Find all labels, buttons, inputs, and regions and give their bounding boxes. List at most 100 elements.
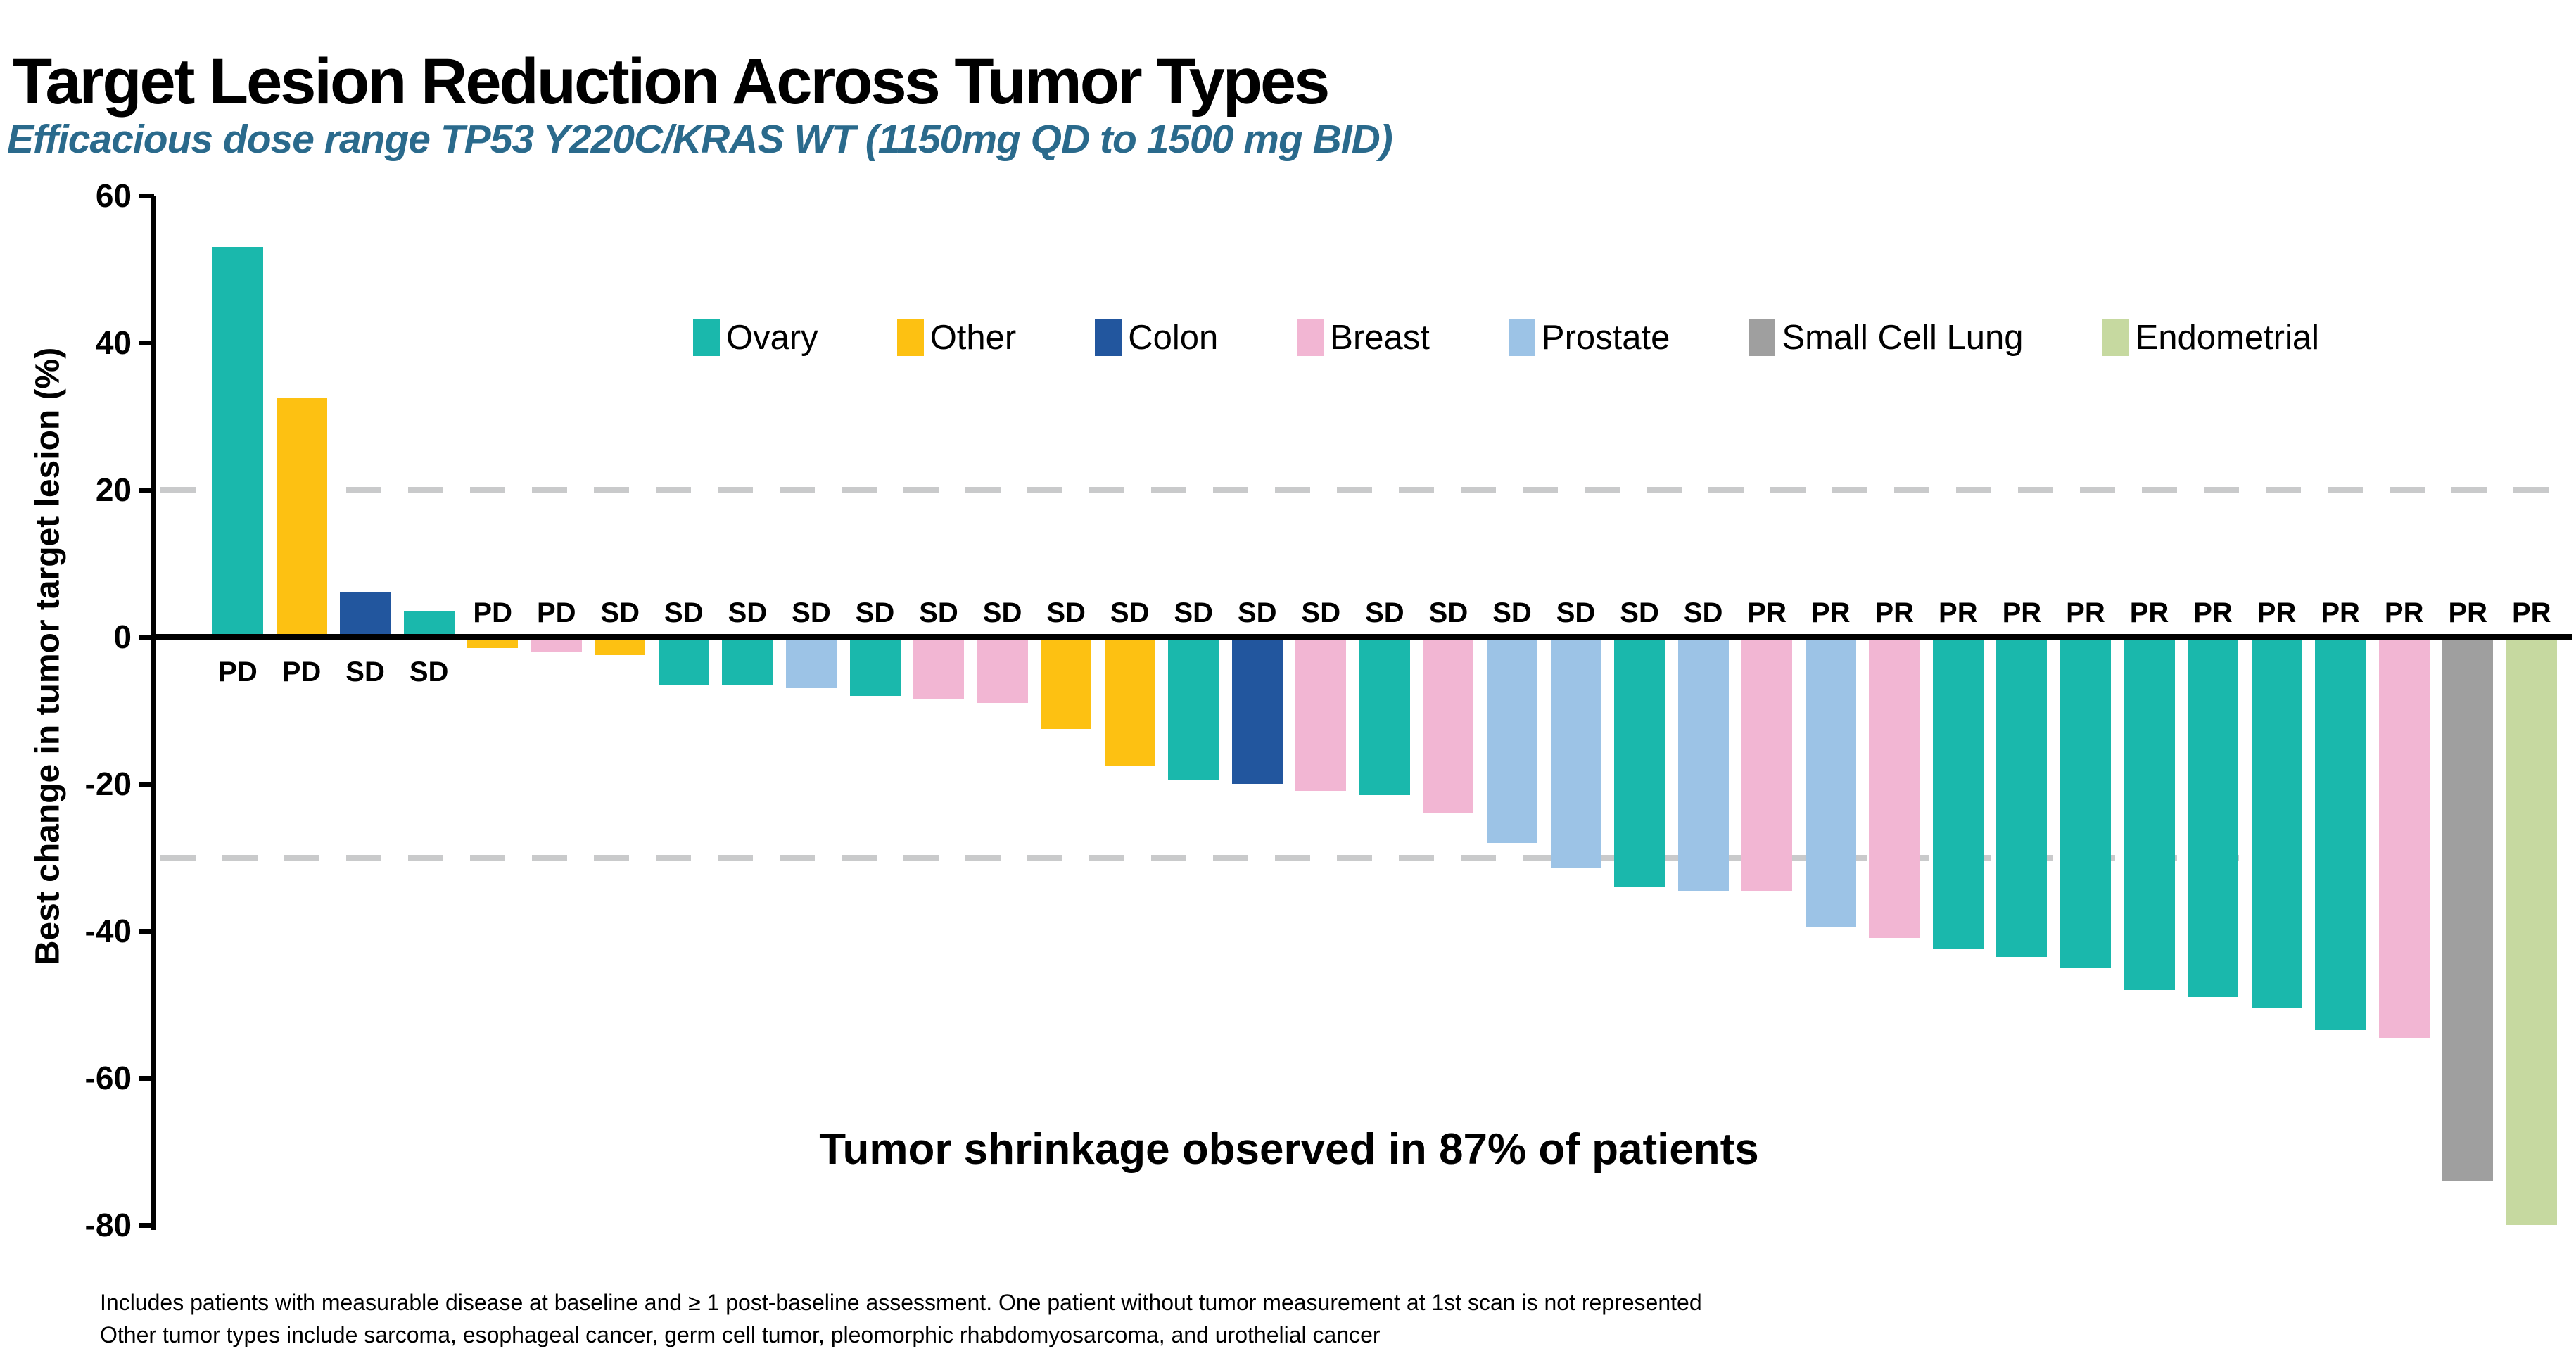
- y-tick-mark: [139, 1223, 154, 1228]
- bar-prostate: [1487, 637, 1537, 843]
- bar-prostate: [785, 637, 837, 689]
- response-label: SD: [1365, 597, 1404, 628]
- bar-endometrial: [2506, 637, 2557, 1225]
- response-label: PR: [2512, 597, 2551, 628]
- y-tick-label: 20: [95, 471, 132, 508]
- page-title: Target Lesion Reduction Across Tumor Typ…: [13, 45, 1330, 118]
- bar-ovary: [2188, 637, 2239, 998]
- response-label: SD: [1174, 597, 1214, 628]
- response-label: PD: [536, 597, 576, 628]
- legend-swatch: [1749, 319, 1776, 356]
- response-label: PR: [1810, 597, 1851, 628]
- footnote-line-1: Includes patients with measurable diseas…: [100, 1290, 1702, 1315]
- y-tick-label: 0: [113, 619, 132, 655]
- response-label: PR: [2066, 597, 2105, 628]
- response-label: SD: [982, 597, 1022, 628]
- response-label: SD: [1683, 597, 1723, 628]
- y-tick-mark: [139, 635, 154, 640]
- legend-label: Colon: [1128, 319, 1219, 357]
- legend-item-breast: Breast: [1297, 318, 1430, 357]
- legend-item-colon: Colon: [1095, 318, 1218, 357]
- y-tick-mark: [139, 929, 154, 934]
- legend-swatch: [2102, 319, 2129, 356]
- legend-item-endometrial: Endometrial: [2102, 318, 2319, 357]
- bar-ovary: [849, 637, 901, 696]
- legend-item-prostate: Prostate: [1508, 318, 1670, 357]
- bar-other: [1104, 637, 1155, 766]
- response-label: SD: [919, 597, 958, 628]
- bar-ovary: [1614, 637, 1665, 887]
- response-label: PR: [2002, 597, 2042, 628]
- y-tick-label: -40: [84, 913, 132, 949]
- bar-breast: [1869, 637, 1920, 939]
- legend-swatch: [1508, 319, 1535, 356]
- response-label: PR: [1874, 597, 1915, 628]
- response-label: SD: [664, 597, 704, 628]
- legend-item-ovary: Ovary: [693, 318, 818, 357]
- bar-breast: [531, 637, 582, 652]
- legend-label: Endometrial: [2135, 319, 2320, 357]
- response-label: SD: [1620, 597, 1659, 628]
- legend-swatch: [693, 319, 720, 356]
- y-tick-mark: [139, 341, 154, 345]
- y-tick-mark: [139, 488, 154, 493]
- response-label: SD: [1238, 597, 1277, 628]
- bar-ovary: [2060, 637, 2111, 968]
- legend-label: Small Cell Lung: [1782, 319, 2024, 357]
- bar-ovary: [722, 637, 773, 685]
- response-label: PR: [2193, 597, 2233, 628]
- response-label: SD: [1046, 597, 1086, 628]
- legend-label: Prostate: [1541, 319, 1670, 357]
- legend-item-small-cell-lung: Small Cell Lung: [1749, 318, 2024, 357]
- bar-other: [1041, 637, 1092, 729]
- footnotes: Includes patients with measurable diseas…: [100, 1286, 1702, 1351]
- bar-breast: [1423, 637, 1474, 813]
- bar-ovary: [2315, 637, 2366, 1031]
- annotation-text: Tumor shrinkage observed in 87% of patie…: [819, 1125, 1759, 1174]
- bar-small-cell-lung: [2442, 637, 2494, 1181]
- response-label: SD: [1428, 597, 1468, 628]
- response-label: PD: [281, 657, 322, 687]
- bar-colon: [1231, 637, 1283, 784]
- page-subtitle: Efficacious dose range TP53 Y220C/KRAS W…: [7, 117, 1393, 163]
- response-label: SD: [792, 597, 831, 628]
- response-label: SD: [1110, 597, 1150, 628]
- bar-breast: [977, 637, 1028, 704]
- legend-label: Other: [929, 319, 1017, 357]
- response-label: SD: [728, 597, 768, 628]
- dashed-gridline--30: [160, 854, 2571, 861]
- y-tick-label: -80: [84, 1207, 132, 1243]
- response-label: SD: [1492, 597, 1532, 628]
- bar-other: [595, 637, 646, 656]
- y-tick-mark: [139, 1076, 154, 1081]
- bar-breast: [1295, 637, 1347, 792]
- response-label: PD: [473, 597, 512, 628]
- y-axis-line: [151, 196, 156, 1230]
- bar-ovary: [2251, 637, 2302, 1008]
- response-label: SD: [600, 597, 640, 628]
- response-label: PR: [2257, 597, 2297, 628]
- response-label: SD: [855, 597, 895, 628]
- y-tick-label: 40: [95, 324, 132, 361]
- chart-legend: Ovary Other Colon Breast Prostate Small Cell …: [693, 318, 2319, 357]
- response-label: SD: [345, 657, 385, 687]
- bar-ovary: [658, 637, 709, 685]
- bar-breast: [2378, 637, 2430, 1038]
- zero-baseline: [151, 634, 2572, 640]
- bar-ovary: [212, 247, 263, 637]
- response-label: PR: [2448, 597, 2488, 628]
- response-label: PD: [218, 657, 258, 687]
- response-label: PR: [1747, 597, 1787, 628]
- legend-label: Breast: [1330, 319, 1430, 357]
- response-label: PR: [2384, 597, 2424, 628]
- bar-ovary: [1359, 637, 1410, 795]
- response-label: PR: [2321, 597, 2360, 628]
- legend-swatch: [896, 319, 924, 356]
- bar-other: [276, 398, 327, 637]
- response-label: PR: [2129, 597, 2169, 628]
- y-tick-label: -20: [84, 766, 132, 802]
- bar-ovary: [1932, 637, 1984, 950]
- footnote-line-2: Other tumor types include sarcoma, esoph…: [100, 1322, 1381, 1347]
- response-label: SD: [409, 657, 449, 687]
- bar-prostate: [1805, 637, 1856, 927]
